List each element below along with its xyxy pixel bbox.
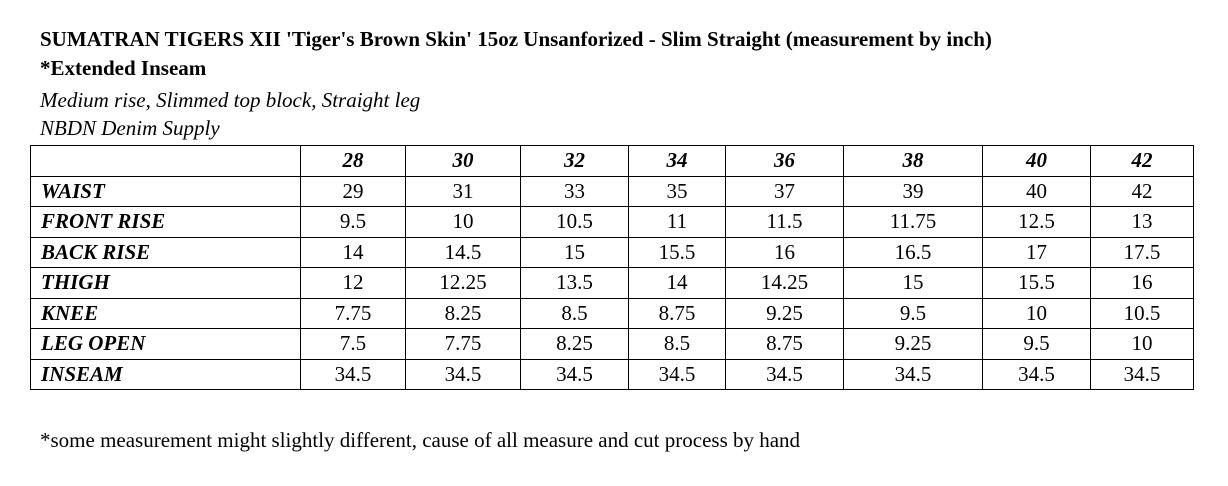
cell: 8.5	[520, 297, 629, 329]
cell: 14.25	[725, 267, 844, 299]
cell: 40	[982, 175, 1091, 207]
subtitle: *Extended Inseam	[40, 56, 207, 80]
cell: 39	[843, 175, 983, 207]
footnote: *some measurement might slightly differe…	[40, 428, 801, 452]
cell: 16	[725, 236, 844, 268]
cell: 8.75	[725, 328, 844, 360]
row-label: INSEAM	[30, 358, 301, 390]
cell: 15.5	[628, 236, 726, 268]
cell: 31	[405, 175, 521, 207]
cell: 9.5	[982, 328, 1091, 360]
table-row: THIGH 12 12.25 13.5 14 14.25 15 15.5 16	[30, 267, 1194, 299]
cell: 10.5	[520, 206, 629, 238]
cell: 9.25	[725, 297, 844, 329]
row-label: THIGH	[30, 267, 301, 299]
table-row: FRONT RISE 9.5 10 10.5 11 11.5 11.75 12.5 13	[30, 206, 1194, 238]
cell: 16.5	[843, 236, 983, 268]
cell: 14	[628, 267, 726, 299]
cell: 17	[982, 236, 1091, 268]
header-row: 28 30 32 34 36 38 40 42	[30, 145, 1194, 177]
cell: 11.75	[843, 206, 983, 238]
cell: 7.5	[300, 328, 406, 360]
corner-cell	[30, 145, 301, 177]
cell: 7.75	[405, 328, 521, 360]
cell: 17.5	[1090, 236, 1194, 268]
cell: 15	[520, 236, 629, 268]
cell: 34.5	[1090, 358, 1194, 390]
row-label: KNEE	[30, 297, 301, 329]
cell: 33	[520, 175, 629, 207]
table-row: INSEAM 34.5 34.5 34.5 34.5 34.5 34.5 34.5 34.5	[30, 358, 1194, 390]
cell: 11	[628, 206, 726, 238]
cell: 8.25	[405, 297, 521, 329]
cell: 34.5	[982, 358, 1091, 390]
column-header: 40	[982, 145, 1091, 177]
cell: 16	[1090, 267, 1194, 299]
cell: 42	[1090, 175, 1194, 207]
column-header: 42	[1090, 145, 1194, 177]
cell: 13	[1090, 206, 1194, 238]
cell: 15	[843, 267, 983, 299]
column-header: 32	[520, 145, 629, 177]
cell: 9.5	[843, 297, 983, 329]
column-header: 28	[300, 145, 406, 177]
table-row: BACK RISE 14 14.5 15 15.5 16 16.5 17 17.5	[30, 236, 1194, 268]
cell: 37	[725, 175, 844, 207]
cell: 10	[982, 297, 1091, 329]
column-header: 36	[725, 145, 844, 177]
cell: 29	[300, 175, 406, 207]
cell: 15.5	[982, 267, 1091, 299]
description: Medium rise, Slimmed top block, Straight…	[40, 88, 421, 112]
cell: 9.25	[843, 328, 983, 360]
row-label: FRONT RISE	[30, 206, 301, 238]
row-label: BACK RISE	[30, 236, 301, 268]
cell: 10.5	[1090, 297, 1194, 329]
table-row: LEG OPEN 7.5 7.75 8.25 8.5 8.75 9.25 9.5 10	[30, 328, 1194, 360]
cell: 12.5	[982, 206, 1091, 238]
cell: 7.75	[300, 297, 406, 329]
cell: 34.5	[520, 358, 629, 390]
cell: 13.5	[520, 267, 629, 299]
cell: 14.5	[405, 236, 521, 268]
cell: 12.25	[405, 267, 521, 299]
cell: 14	[300, 236, 406, 268]
cell: 8.5	[628, 328, 726, 360]
cell: 34.5	[300, 358, 406, 390]
title: SUMATRAN TIGERS XII 'Tiger's Brown Skin'…	[40, 27, 992, 51]
row-label: WAIST	[30, 175, 301, 207]
cell: 12	[300, 267, 406, 299]
cell: 34.5	[405, 358, 521, 390]
cell: 8.25	[520, 328, 629, 360]
size-table: 28 30 32 34 36 38 40 42 WAIST 29 31 33 35 37 39 40 42 FRO…	[30, 145, 1194, 390]
cell: 34.5	[725, 358, 844, 390]
table-body: 28 30 32 34 36 38 40 42 WAIST 29 31 33 35 37 39 40 42 FRO…	[30, 145, 1194, 390]
cell: 10	[405, 206, 521, 238]
cell: 8.75	[628, 297, 726, 329]
column-header: 30	[405, 145, 521, 177]
cell: 35	[628, 175, 726, 207]
column-header: 38	[843, 145, 983, 177]
cell: 10	[1090, 328, 1194, 360]
table-row: WAIST 29 31 33 35 37 39 40 42	[30, 175, 1194, 207]
cell: 34.5	[628, 358, 726, 390]
brand: NBDN Denim Supply	[40, 116, 220, 140]
column-header: 34	[628, 145, 726, 177]
cell: 34.5	[843, 358, 983, 390]
cell: 9.5	[300, 206, 406, 238]
row-label: LEG OPEN	[30, 328, 301, 360]
cell: 11.5	[725, 206, 844, 238]
table-row: KNEE 7.75 8.25 8.5 8.75 9.25 9.5 10 10.5	[30, 297, 1194, 329]
